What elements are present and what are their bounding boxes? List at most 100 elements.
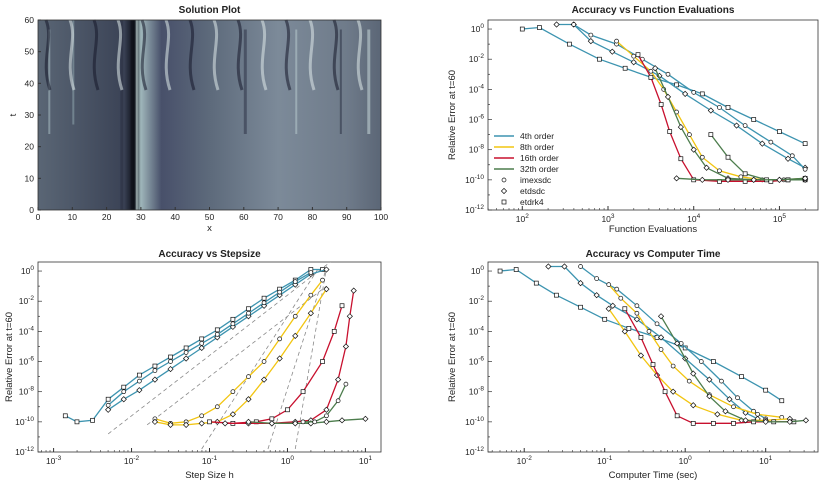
y-tick-label: 10-8 bbox=[469, 386, 485, 397]
marker-diamond bbox=[682, 90, 689, 97]
reference-line bbox=[146, 285, 327, 426]
y-tick-label: 10-10 bbox=[15, 416, 34, 427]
x-tick-label: 104 bbox=[687, 213, 700, 224]
marker-circle bbox=[699, 154, 705, 160]
marker-circle bbox=[168, 359, 173, 364]
heatmap-streak bbox=[135, 20, 138, 210]
marker-square bbox=[513, 267, 519, 272]
heatmap-wave bbox=[116, 19, 124, 91]
marker-circle bbox=[501, 177, 507, 183]
marker-diamond bbox=[690, 370, 697, 377]
marker-circle bbox=[183, 350, 189, 355]
y-tick-label: 40 bbox=[25, 78, 35, 88]
y-tick-label: 10-10 bbox=[465, 174, 484, 185]
marker-circle bbox=[277, 336, 283, 342]
marker-circle bbox=[646, 329, 652, 334]
marker-circle bbox=[277, 289, 283, 295]
marker-diamond bbox=[673, 175, 680, 182]
y-tick-label: 50 bbox=[25, 47, 35, 57]
x-tick-label: 100 bbox=[281, 455, 294, 466]
y-tick-label: 10-4 bbox=[469, 83, 485, 94]
y-tick-label: 10-2 bbox=[469, 295, 485, 306]
marker-square bbox=[320, 359, 325, 364]
marker-circle bbox=[755, 411, 760, 417]
marker-circle bbox=[658, 347, 664, 352]
marker-circle bbox=[324, 413, 329, 419]
y-tick-label: 10-4 bbox=[19, 325, 35, 336]
y-tick-label: 20 bbox=[25, 142, 35, 152]
marker-diamond bbox=[605, 305, 612, 312]
marker-circle bbox=[717, 168, 722, 174]
marker-square bbox=[501, 199, 507, 205]
y-tick-label: 10-12 bbox=[465, 446, 484, 457]
marker-circle bbox=[308, 292, 314, 298]
marker-diamond bbox=[707, 107, 714, 114]
marker-diamond bbox=[545, 263, 552, 270]
marker-diamond bbox=[245, 396, 252, 403]
heatmap-wave bbox=[92, 19, 100, 91]
marker-diamond bbox=[724, 176, 732, 183]
marker-circle bbox=[230, 321, 236, 327]
marker-diamond bbox=[699, 176, 706, 183]
marker-square bbox=[269, 416, 275, 422]
marker-diamond bbox=[276, 355, 283, 362]
marker-diamond bbox=[587, 38, 594, 45]
x-tick-label: 50 bbox=[205, 212, 215, 222]
marker-square bbox=[690, 420, 696, 426]
chart-panel-2: Accuracy vs Stepsize 10-3 10-2 10-1 100 101 10… bbox=[4, 249, 382, 481]
marker-diamond bbox=[167, 365, 174, 373]
y-tick-label: 10-6 bbox=[19, 356, 35, 367]
x-tick-label: 60 bbox=[239, 212, 249, 222]
y-tick-label: 100 bbox=[471, 265, 484, 276]
x-tick-label: 90 bbox=[342, 212, 352, 222]
marker-diamond bbox=[706, 376, 713, 383]
marker-square bbox=[635, 52, 641, 58]
marker-square bbox=[622, 65, 628, 71]
marker-diamond bbox=[553, 21, 560, 28]
marker-diamond bbox=[593, 292, 600, 299]
y-axis-label: t bbox=[8, 113, 19, 116]
marker-square bbox=[711, 359, 716, 364]
marker-circle bbox=[199, 413, 205, 419]
heatmap-wave bbox=[68, 19, 76, 91]
marker-diamond bbox=[630, 59, 637, 66]
x-tick-label: 30 bbox=[136, 212, 146, 222]
marker-diamond bbox=[105, 406, 112, 413]
marker-circle bbox=[698, 359, 704, 364]
marker-circle bbox=[738, 174, 744, 180]
marker-diamond bbox=[690, 146, 697, 153]
plot-area bbox=[519, 21, 809, 184]
marker-diamond bbox=[335, 376, 342, 383]
marker-square bbox=[739, 374, 744, 379]
marker-diamond bbox=[722, 408, 729, 415]
y-tick-label: 10 bbox=[25, 173, 35, 183]
marker-square bbox=[136, 372, 142, 378]
x-tick-label: 105 bbox=[773, 213, 786, 224]
marker-square bbox=[667, 129, 673, 134]
marker-diamond bbox=[690, 402, 697, 409]
marker-diamond bbox=[677, 123, 684, 131]
marker-diamond bbox=[323, 286, 330, 293]
marker-circle bbox=[686, 378, 692, 384]
marker-circle bbox=[199, 341, 205, 346]
marker-square bbox=[699, 91, 705, 97]
y-tick-label: 100 bbox=[21, 265, 34, 276]
marker-square bbox=[300, 389, 306, 395]
marker-circle bbox=[789, 153, 795, 159]
x-tick-label: 102 bbox=[516, 213, 529, 224]
marker-diamond bbox=[726, 396, 733, 403]
marker-square bbox=[578, 304, 583, 310]
y-tick-label: 10-8 bbox=[469, 144, 485, 155]
marker-diamond bbox=[706, 393, 713, 400]
y-tick-label: 0 bbox=[29, 205, 34, 215]
marker-square bbox=[650, 362, 656, 367]
marker-square bbox=[331, 329, 337, 334]
marker-square bbox=[674, 413, 680, 419]
marker-square bbox=[533, 280, 539, 286]
marker-square bbox=[763, 387, 769, 393]
marker-diamond bbox=[323, 418, 330, 425]
marker-diamond bbox=[323, 406, 330, 413]
marker-square bbox=[121, 384, 127, 390]
marker-square bbox=[285, 407, 290, 413]
